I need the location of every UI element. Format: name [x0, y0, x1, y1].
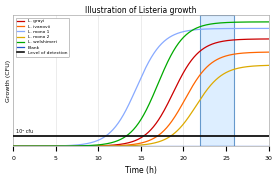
X-axis label: Time (h): Time (h): [125, 167, 157, 175]
Text: 10² cfu: 10² cfu: [16, 129, 33, 134]
Y-axis label: Growth (CFU): Growth (CFU): [6, 60, 11, 102]
Title: Illustration of Listeria growth: Illustration of Listeria growth: [85, 6, 197, 14]
Bar: [200, 15, 234, 146]
Legend: L. grayi, L. ivanovii, L. mono 1, L. mono 2, L. welshimeri, Blank, Level of dete: L. grayi, L. ivanovii, L. mono 1, L. mon…: [16, 18, 69, 56]
